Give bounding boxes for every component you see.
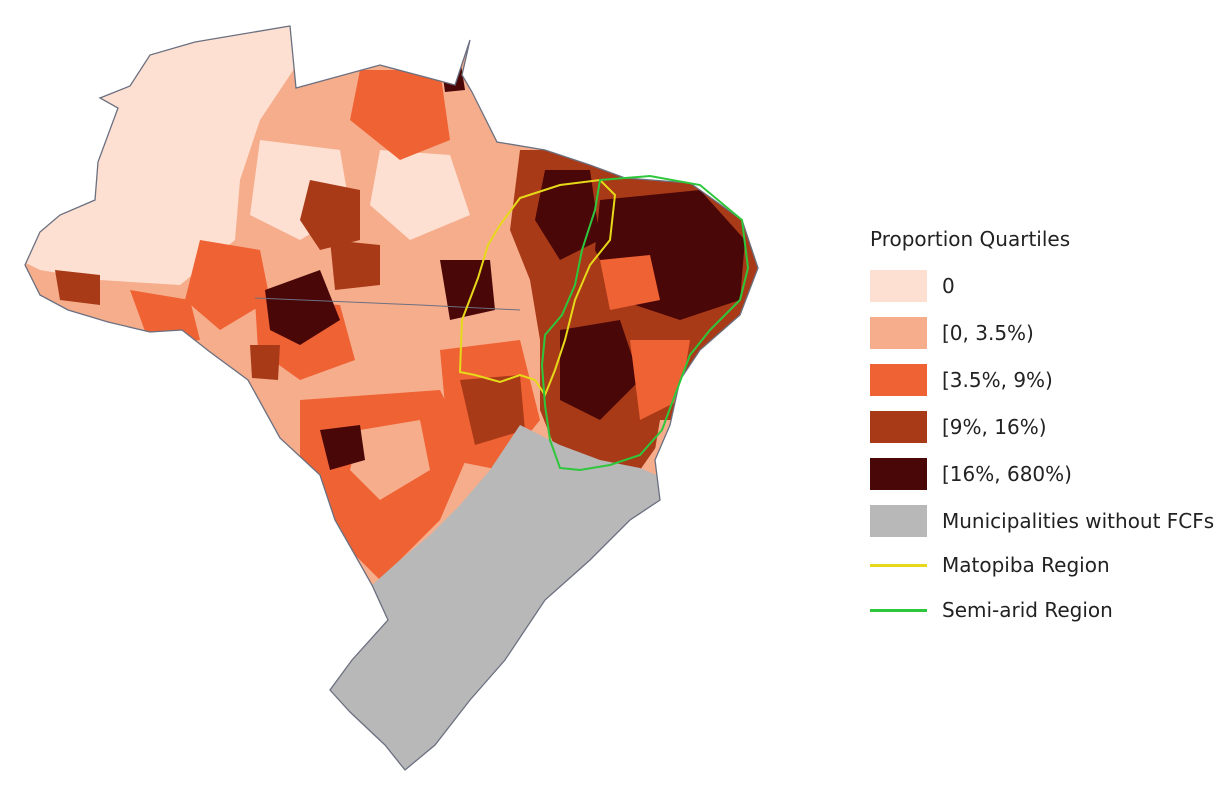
legend-label-q3: [9%, 16%) xyxy=(942,415,1047,439)
legend-label-without-fcfs: Municipalities without FCFs xyxy=(942,509,1215,533)
brazil-municipality-map xyxy=(24,25,759,771)
legend-swatch-q3 xyxy=(870,411,927,443)
legend-item-q1: [0, 3.5%) xyxy=(870,317,1230,364)
semi-arid-region-outline xyxy=(540,174,750,472)
brazil-landmass xyxy=(25,26,758,770)
legend-swatch-q1 xyxy=(870,317,927,349)
legend-item-matopiba: Matopiba Region xyxy=(870,552,1230,597)
map-legend: Proportion Quartiles 0 [0, 3.5%) [3.5%, … xyxy=(870,226,1230,642)
legend-label-q1: [0, 3.5%) xyxy=(942,321,1034,345)
legend-item-semi-arid: Semi-arid Region xyxy=(870,597,1230,642)
legend-item-q2: [3.5%, 9%) xyxy=(870,364,1230,411)
legend-swatch-q2 xyxy=(870,364,927,396)
legend-item-q3: [9%, 16%) xyxy=(870,411,1230,458)
legend-item-q4: [16%, 680%) xyxy=(870,458,1230,505)
legend-item-zero: 0 xyxy=(870,270,1230,317)
legend-swatch-zero xyxy=(870,270,927,302)
legend-line-matopiba xyxy=(870,564,927,567)
legend-label-zero: 0 xyxy=(942,274,955,298)
legend-line-semi-arid xyxy=(870,609,927,612)
legend-swatch-q4 xyxy=(870,458,927,490)
legend-label-q4: [16%, 680%) xyxy=(942,462,1072,486)
legend-label-matopiba: Matopiba Region xyxy=(942,553,1110,577)
state-border xyxy=(254,297,521,311)
legend-title: Proportion Quartiles xyxy=(870,227,1071,251)
brazil-outline xyxy=(24,25,759,771)
matopiba-region-outline xyxy=(458,178,617,398)
legend-swatch-without-fcfs xyxy=(870,505,927,537)
legend-item-without-fcfs: Municipalities without FCFs xyxy=(870,505,1230,552)
legend-label-semi-arid: Semi-arid Region xyxy=(942,598,1113,622)
legend-label-q2: [3.5%, 9%) xyxy=(942,368,1053,392)
